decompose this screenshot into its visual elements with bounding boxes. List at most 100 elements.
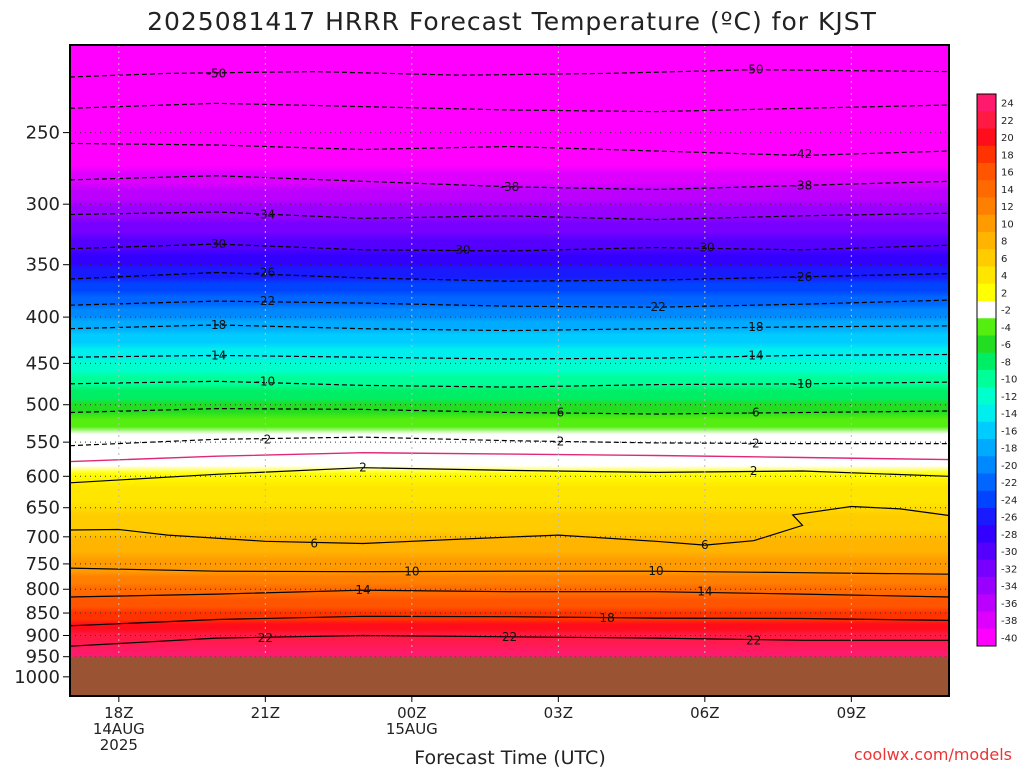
isotherm-line — [70, 324, 949, 332]
colorbar-swatch — [977, 197, 996, 216]
isotherm-label: -30 — [451, 243, 471, 257]
x-tick-label: 00Z — [397, 704, 426, 722]
y-tick-label: 250 — [26, 123, 60, 144]
isotherm-line — [70, 102, 949, 113]
ground-layer — [70, 656, 949, 696]
colorbar-label: 18 — [1001, 150, 1014, 161]
colorbar-label: 20 — [1001, 133, 1014, 144]
y-tick-label: 700 — [26, 527, 60, 548]
isotherm-label: 18 — [600, 611, 615, 625]
isotherm-label: -18 — [207, 318, 227, 332]
y-tick-label: 950 — [26, 647, 60, 668]
colorbar: 24 22 20 18 16 14 12 10 8 6 4 2 -2 -4 -6 -8 -10 -12 -14 -16… — [976, 93, 1017, 647]
colorbar-swatch — [977, 232, 996, 250]
isotherm-label: 10 — [648, 564, 663, 578]
isotherm-labels: -50 -50-42-38 -38-34-30 -30 -30-26 -26-22 -22-… — [207, 63, 813, 648]
y-tick-label: 900 — [26, 625, 60, 646]
colorbar-label: -12 — [1001, 392, 1017, 403]
y-tick-label: 600 — [26, 466, 60, 487]
colorbar-swatch — [977, 214, 996, 233]
isotherm-label: -50 — [207, 66, 227, 80]
isotherm-label: -2 — [259, 432, 271, 446]
isotherm-label: -6 — [748, 405, 760, 419]
colorbar-swatch — [977, 421, 996, 440]
isotherm-label: -14 — [744, 348, 764, 362]
colorbar-label: -8 — [1001, 357, 1011, 368]
colorbar-label: -10 — [1001, 375, 1017, 386]
isotherm-label: -22 — [646, 300, 666, 314]
isotherm-label: -2 — [748, 437, 760, 451]
colorbar-label: 10 — [1001, 219, 1014, 230]
isotherm-line — [70, 634, 949, 647]
colorbar-swatch — [977, 594, 996, 612]
x-axis-label: Forecast Time (UTC) — [414, 747, 605, 768]
isotherm-label: -6 — [552, 405, 564, 419]
y-tick-label: 800 — [26, 579, 60, 600]
isotherm-label: -10 — [256, 374, 276, 388]
isotherm-label: 2 — [750, 464, 758, 478]
colorbar-label: -16 — [1001, 426, 1017, 437]
freezing-line — [70, 451, 949, 463]
x-tick-label: 03Z — [544, 704, 573, 722]
isotherm-line — [70, 436, 949, 447]
colorbar-label: -24 — [1001, 495, 1017, 506]
colorbar-swatch — [977, 404, 996, 423]
colorbar-swatch — [977, 145, 996, 164]
isotherm-label: -30 — [695, 241, 715, 255]
chart-title: 2025081417 HRRR Forecast Temperature (ºC… — [147, 7, 877, 36]
colorbar-swatch — [977, 439, 996, 457]
y-tick-label: 750 — [26, 554, 60, 575]
isotherm-line — [70, 567, 949, 575]
colorbar-label: -22 — [1001, 478, 1017, 489]
colorbar-label: 16 — [1001, 168, 1014, 179]
isotherm-label: 22 — [502, 630, 517, 644]
colorbar-swatch — [977, 370, 996, 388]
colorbar-label: -26 — [1001, 513, 1017, 524]
colorbar-swatch — [977, 628, 996, 647]
isotherm-line — [70, 589, 949, 598]
colorbar-swatch — [977, 283, 996, 302]
isotherm-label: 22 — [258, 631, 273, 645]
colorbar-swatch — [977, 508, 996, 526]
credit-link[interactable]: coolwx.com/models — [854, 745, 1012, 764]
colorbar-label: 6 — [1001, 254, 1007, 265]
isotherm-line — [70, 299, 949, 308]
isotherm-label: 14 — [697, 585, 712, 599]
y-tick-label: 350 — [26, 255, 60, 276]
colorbar-label: -28 — [1001, 530, 1017, 541]
isotherm-label: 14 — [355, 583, 370, 597]
y-tick-label: 500 — [26, 395, 60, 416]
colorbar-swatch — [977, 490, 996, 509]
x-tick-label: 18Z — [104, 704, 133, 722]
colorbar-swatch — [977, 128, 996, 147]
isotherm-lines — [70, 69, 949, 647]
isotherm-label: -2 — [552, 434, 564, 448]
isotherm-label: -10 — [793, 377, 813, 391]
colorbar-label: -2 — [1001, 306, 1011, 317]
colorbar-swatch — [977, 473, 996, 492]
colorbar-label: 14 — [1001, 185, 1014, 196]
colorbar-swatch — [977, 456, 996, 474]
isotherm-label: 6 — [310, 536, 318, 550]
isotherm-line — [70, 467, 949, 484]
isotherm-label: -18 — [744, 320, 764, 334]
isotherm-line — [70, 380, 949, 388]
y-tick-label: 850 — [26, 603, 60, 624]
isotherm-line — [70, 353, 949, 360]
isotherm-label: 6 — [701, 538, 709, 552]
isotherm-label: -42 — [793, 147, 813, 161]
colorbar-label: -20 — [1001, 461, 1017, 472]
colorbar-label: -36 — [1001, 599, 1017, 610]
isotherm-label: -50 — [744, 63, 764, 77]
y-tick-label: 550 — [26, 432, 60, 453]
isotherm-line — [70, 69, 949, 78]
colorbar-label: -34 — [1001, 582, 1017, 593]
isotherm-line — [70, 407, 949, 415]
colorbar-swatch — [977, 111, 996, 129]
colorbar-label: -32 — [1001, 564, 1017, 575]
x-tick-label: 21Z — [251, 704, 280, 722]
colorbar-swatch — [977, 352, 996, 371]
colorbar-label: -14 — [1001, 409, 1017, 420]
colorbar-swatch — [977, 525, 996, 543]
